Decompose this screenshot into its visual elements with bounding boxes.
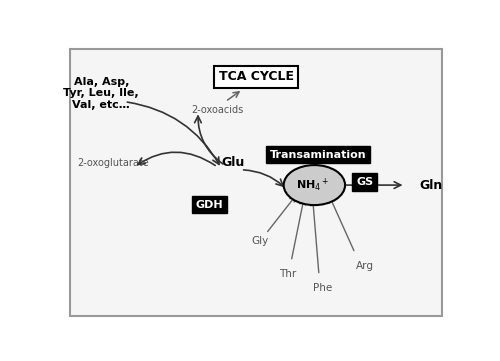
Text: Phe: Phe [312,283,332,293]
Text: Ala, Asp,
Tyr, Leu, Ile,
Val, etc…: Ala, Asp, Tyr, Leu, Ile, Val, etc… [64,77,139,110]
Text: Glu: Glu [222,156,244,169]
Text: 2-oxoacids: 2-oxoacids [192,105,244,115]
FancyBboxPatch shape [70,49,442,316]
Ellipse shape [284,165,345,205]
Text: Transamination: Transamination [270,149,366,160]
Text: 2-oxoglutarate: 2-oxoglutarate [77,158,149,168]
Text: Thr: Thr [278,269,296,279]
Text: NH$_4$$^+$: NH$_4$$^+$ [296,177,329,193]
Text: GS: GS [356,177,374,187]
Text: Gln: Gln [419,179,442,192]
Text: Gly: Gly [252,236,269,246]
Text: TCA CYCLE: TCA CYCLE [219,70,294,83]
Text: GDH: GDH [196,200,224,209]
Text: Arg: Arg [356,261,374,271]
